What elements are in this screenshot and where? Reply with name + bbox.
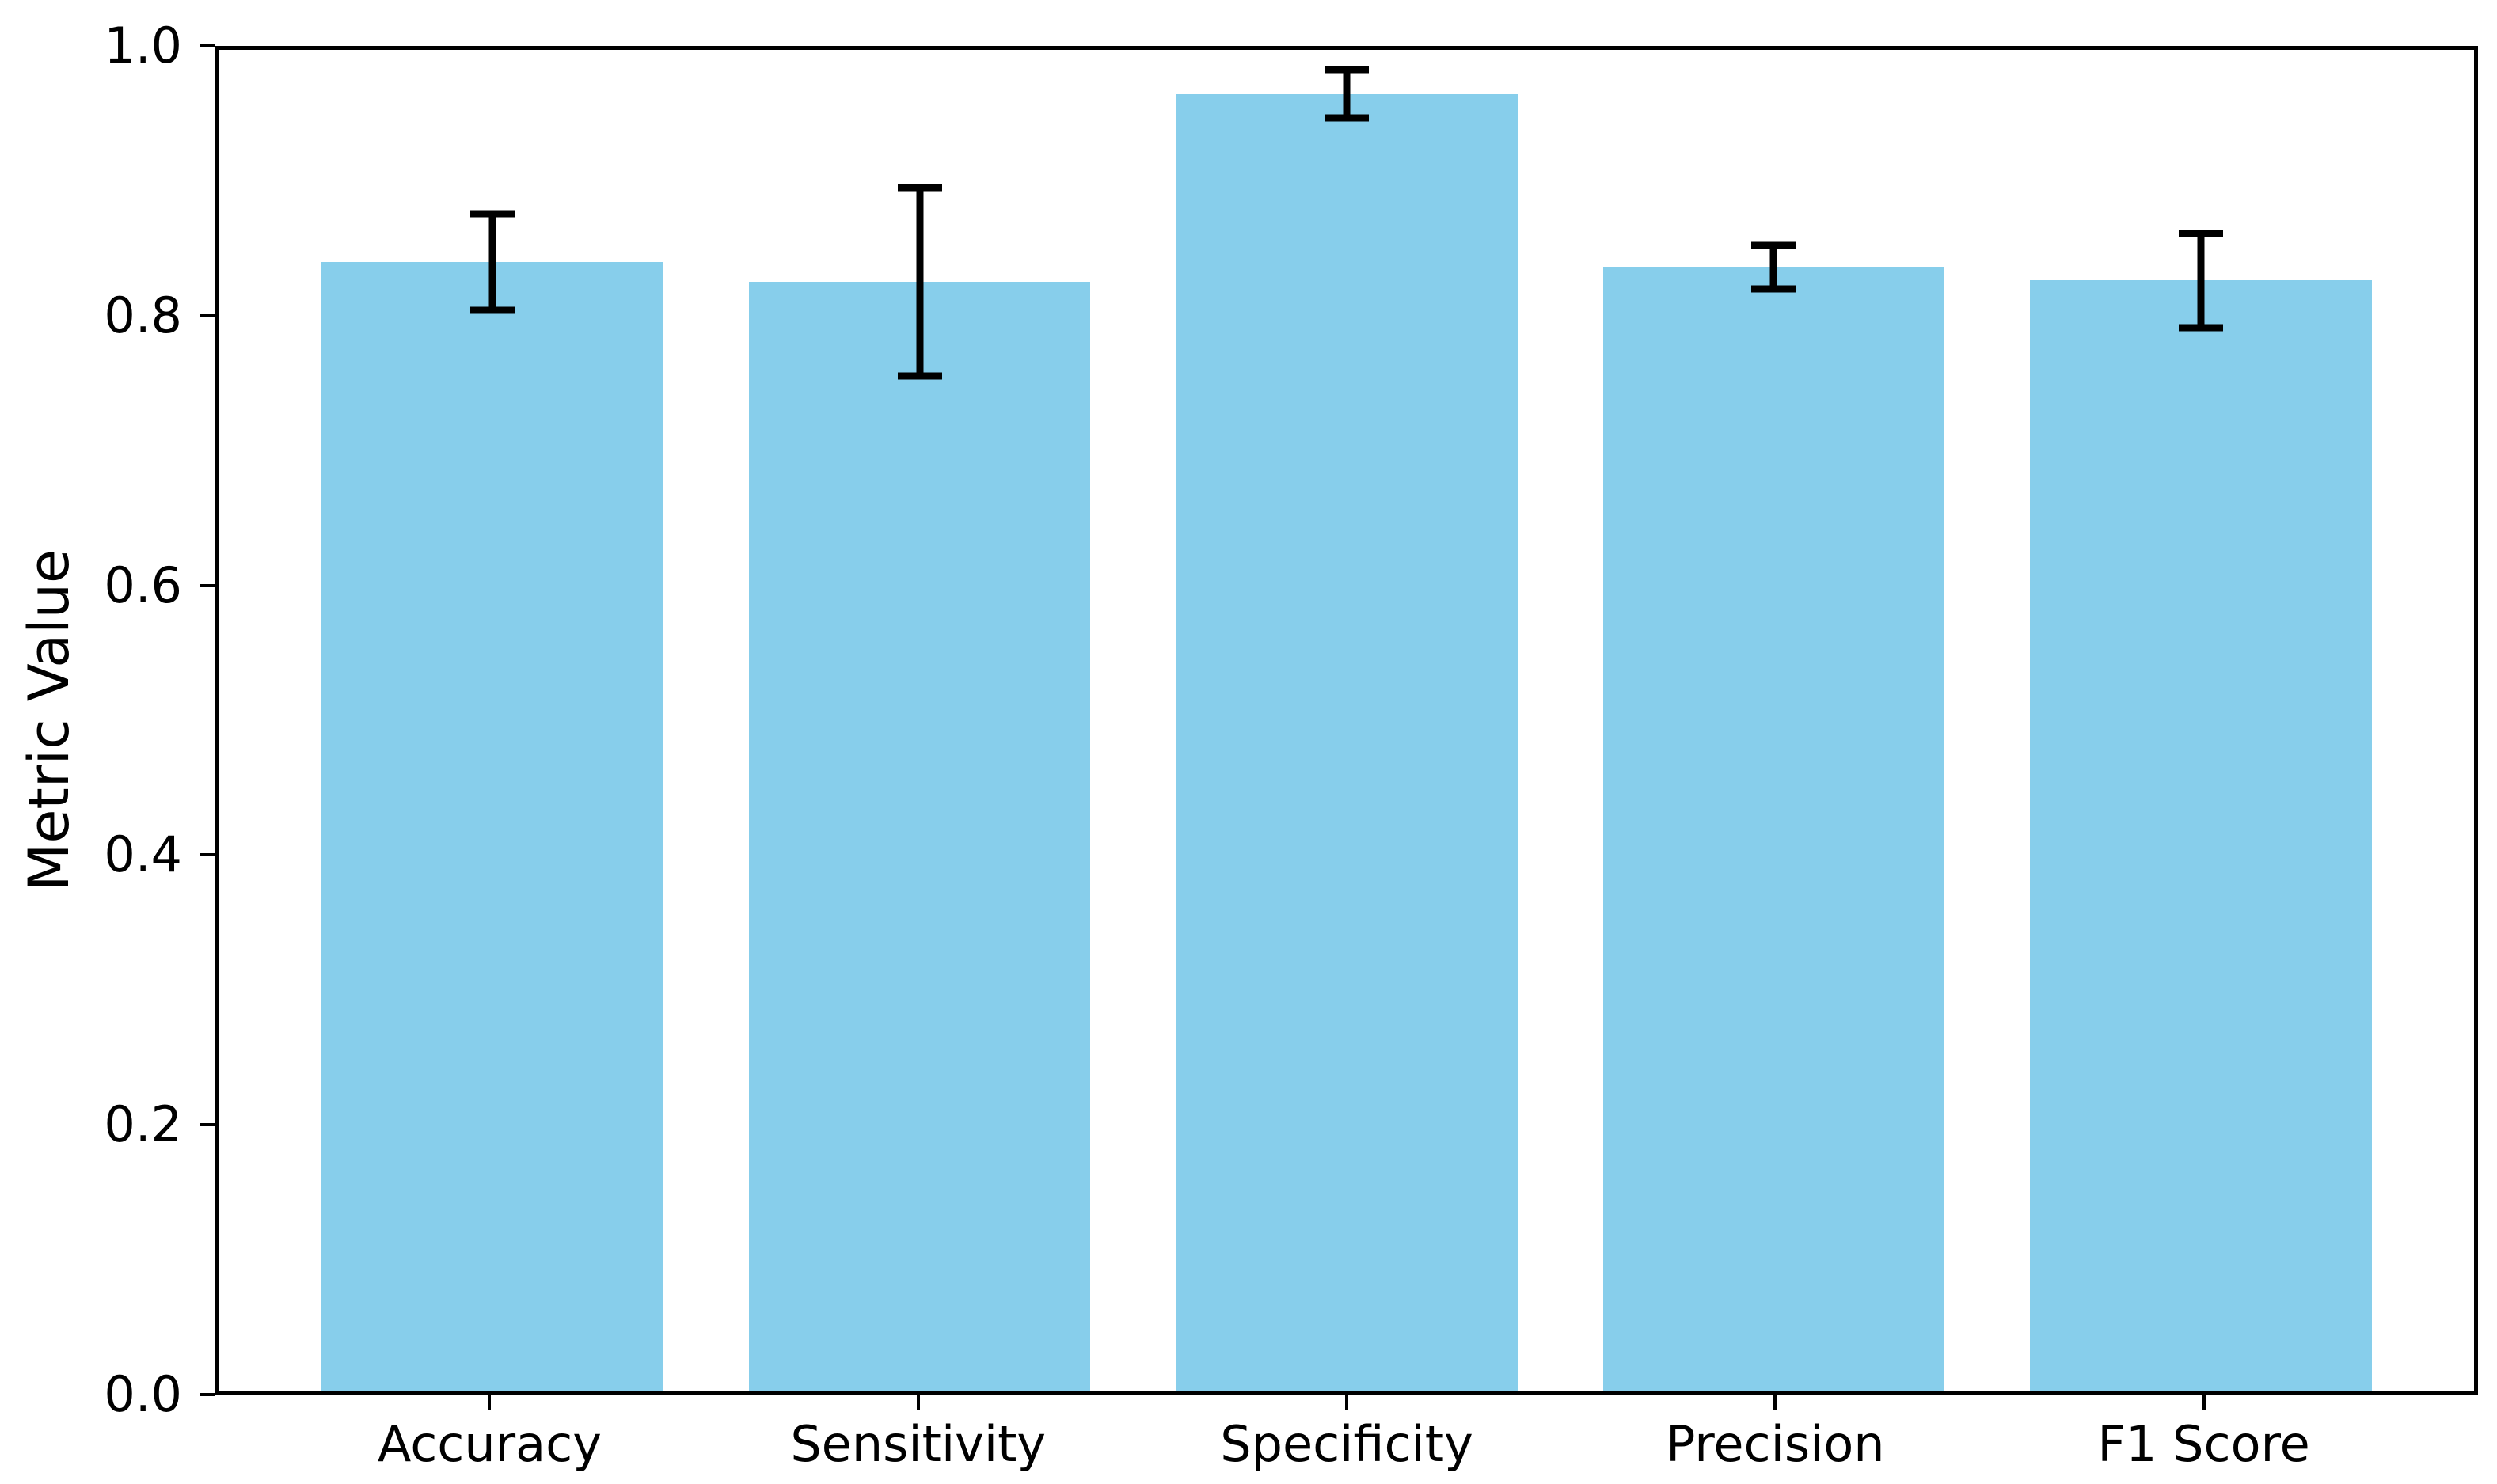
bar-specificity [1176, 93, 1518, 1391]
bar-accuracy [321, 261, 663, 1391]
y-axis-tick-marks [200, 44, 215, 1396]
x-tick-label-accuracy: Accuracy [377, 1415, 602, 1473]
error-cap-bottom-precision [1751, 285, 1796, 293]
x-tick-mark-f1-score [2202, 1395, 2206, 1410]
error-cap-top-f1-score [2178, 230, 2223, 237]
y-tick-mark-0.6 [200, 583, 215, 587]
error-bar-sensitivity [916, 188, 924, 376]
y-axis-tick-labels: 0.0 0.2 0.4 0.6 0.8 1.0 [0, 21, 182, 1419]
x-tick-mark-accuracy [488, 1395, 492, 1410]
error-cap-top-accuracy [470, 210, 515, 218]
x-tick-mark-specificity [1345, 1395, 1348, 1410]
bar-precision [1602, 267, 1945, 1391]
y-tick-label-0.4: 0.4 [104, 825, 182, 884]
bars-layer [219, 50, 2474, 1391]
plot-area [215, 46, 2478, 1395]
y-tick-label-1.0: 1.0 [104, 17, 182, 74]
x-tick-mark-sensitivity [916, 1395, 920, 1410]
y-tick-label-0.6: 0.6 [104, 556, 182, 614]
y-tick-mark-0.8 [200, 313, 215, 317]
bar-sensitivity [748, 282, 1091, 1391]
error-cap-bottom-f1-score [2178, 324, 2223, 332]
error-cap-top-specificity [1325, 66, 1369, 74]
error-bars-layer [219, 50, 2474, 1391]
x-tick-label-specificity: Specificity [1220, 1415, 1473, 1473]
error-cap-bottom-sensitivity [897, 372, 942, 380]
y-tick-label-0.8: 0.8 [104, 286, 182, 344]
error-bar-specificity [1343, 70, 1351, 119]
y-tick-mark-0.0 [200, 1393, 215, 1396]
error-cap-top-sensitivity [897, 184, 942, 192]
y-tick-label-0.0: 0.0 [104, 1365, 182, 1423]
y-tick-mark-1.0 [200, 44, 215, 47]
y-tick-mark-0.2 [200, 1123, 215, 1127]
error-bar-accuracy [488, 213, 496, 310]
x-tick-label-f1-score: F1 Score [2097, 1415, 2310, 1473]
y-tick-label-0.2: 0.2 [104, 1095, 182, 1154]
error-bar-precision [1769, 245, 1777, 289]
error-cap-bottom-accuracy [470, 306, 515, 314]
error-bar-f1-score [2197, 233, 2205, 328]
error-cap-bottom-specificity [1325, 114, 1369, 122]
error-cap-top-precision [1751, 241, 1796, 249]
x-tick-label-sensitivity: Sensitivity [790, 1415, 1047, 1473]
x-tick-label-precision: Precision [1665, 1415, 1885, 1473]
x-tick-mark-precision [1773, 1395, 1777, 1410]
x-axis-tick-labels: Accuracy Sensitivity Specificity Precision F… [215, 1420, 2478, 1483]
x-axis-tick-marks [215, 1395, 2478, 1412]
y-tick-mark-0.4 [200, 853, 215, 857]
bar-f1-score [2030, 280, 2372, 1391]
